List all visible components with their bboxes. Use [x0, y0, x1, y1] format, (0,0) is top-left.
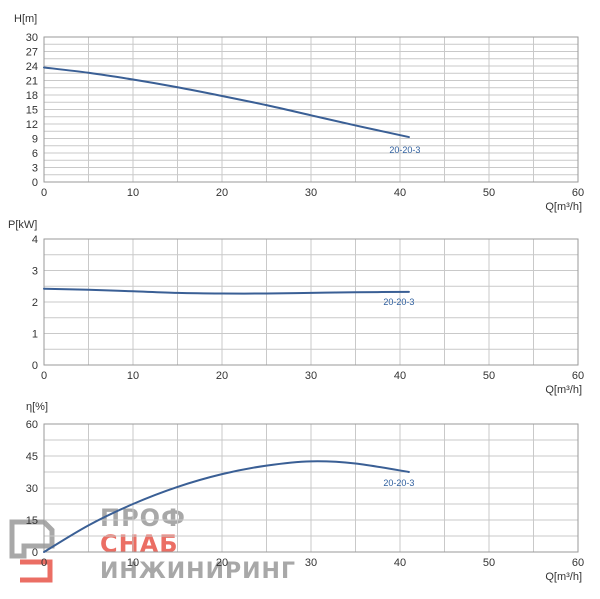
- series-label: 20-20-3: [389, 145, 420, 155]
- x-tick-label: 60: [572, 557, 584, 569]
- x-tick-label: 50: [483, 370, 495, 382]
- x-tick-label: 30: [305, 370, 317, 382]
- x-tick-label: 50: [483, 187, 495, 199]
- x-tick-label: 0: [41, 187, 47, 199]
- y-tick-label: 30: [26, 32, 38, 44]
- y-tick-label: 2: [32, 297, 38, 309]
- y-tick-label: 15: [26, 515, 38, 527]
- y-tick-label: 1: [32, 329, 38, 341]
- y-tick-label: 18: [26, 90, 38, 102]
- y-tick-label: 3: [32, 266, 38, 278]
- y-tick-label: 0: [32, 547, 38, 559]
- x-tick-label: 60: [572, 370, 584, 382]
- series-line: [44, 289, 409, 294]
- y-axis-title: P[kW]: [8, 219, 37, 231]
- y-tick-label: 0: [32, 360, 38, 372]
- x-axis-title: Q[m³/h]: [545, 384, 582, 396]
- y-tick-label: 24: [26, 61, 38, 73]
- x-axis-title: Q[m³/h]: [545, 201, 582, 213]
- y-tick-label: 4: [32, 234, 38, 246]
- y-tick-label: 21: [26, 76, 38, 88]
- x-tick-label: 40: [394, 187, 406, 199]
- y-axis-title: H[m]: [14, 13, 37, 25]
- y-tick-label: 3: [32, 163, 38, 175]
- x-tick-label: 10: [127, 187, 139, 199]
- y-tick-label: 30: [26, 483, 38, 495]
- x-tick-label: 50: [483, 557, 495, 569]
- y-tick-label: 0: [32, 177, 38, 189]
- y-tick-label: 9: [32, 134, 38, 146]
- x-tick-label: 10: [127, 370, 139, 382]
- series-label: 20-20-3: [383, 478, 414, 488]
- x-axis-title: Q[m³/h]: [545, 571, 582, 583]
- y-axis-title: η[%]: [26, 401, 48, 413]
- x-tick-label: 0: [41, 557, 47, 569]
- series-line: [44, 461, 409, 552]
- y-tick-label: 15: [26, 105, 38, 117]
- watermark-line-2: СНАБ: [100, 530, 179, 558]
- x-tick-label: 20: [216, 187, 228, 199]
- y-tick-label: 12: [26, 119, 38, 131]
- series-label: 20-20-3: [383, 297, 414, 307]
- y-tick-label: 45: [26, 451, 38, 463]
- x-tick-label: 20: [216, 557, 228, 569]
- y-tick-label: 27: [26, 47, 38, 59]
- x-tick-label: 30: [305, 557, 317, 569]
- watermark-line-1: ПРОФ: [100, 504, 186, 532]
- x-tick-label: 30: [305, 187, 317, 199]
- x-tick-label: 20: [216, 370, 228, 382]
- x-tick-label: 60: [572, 187, 584, 199]
- y-tick-label: 6: [32, 148, 38, 160]
- x-tick-label: 10: [127, 557, 139, 569]
- x-tick-label: 40: [394, 370, 406, 382]
- x-tick-label: 40: [394, 557, 406, 569]
- y-tick-label: 60: [26, 419, 38, 431]
- x-tick-label: 0: [41, 370, 47, 382]
